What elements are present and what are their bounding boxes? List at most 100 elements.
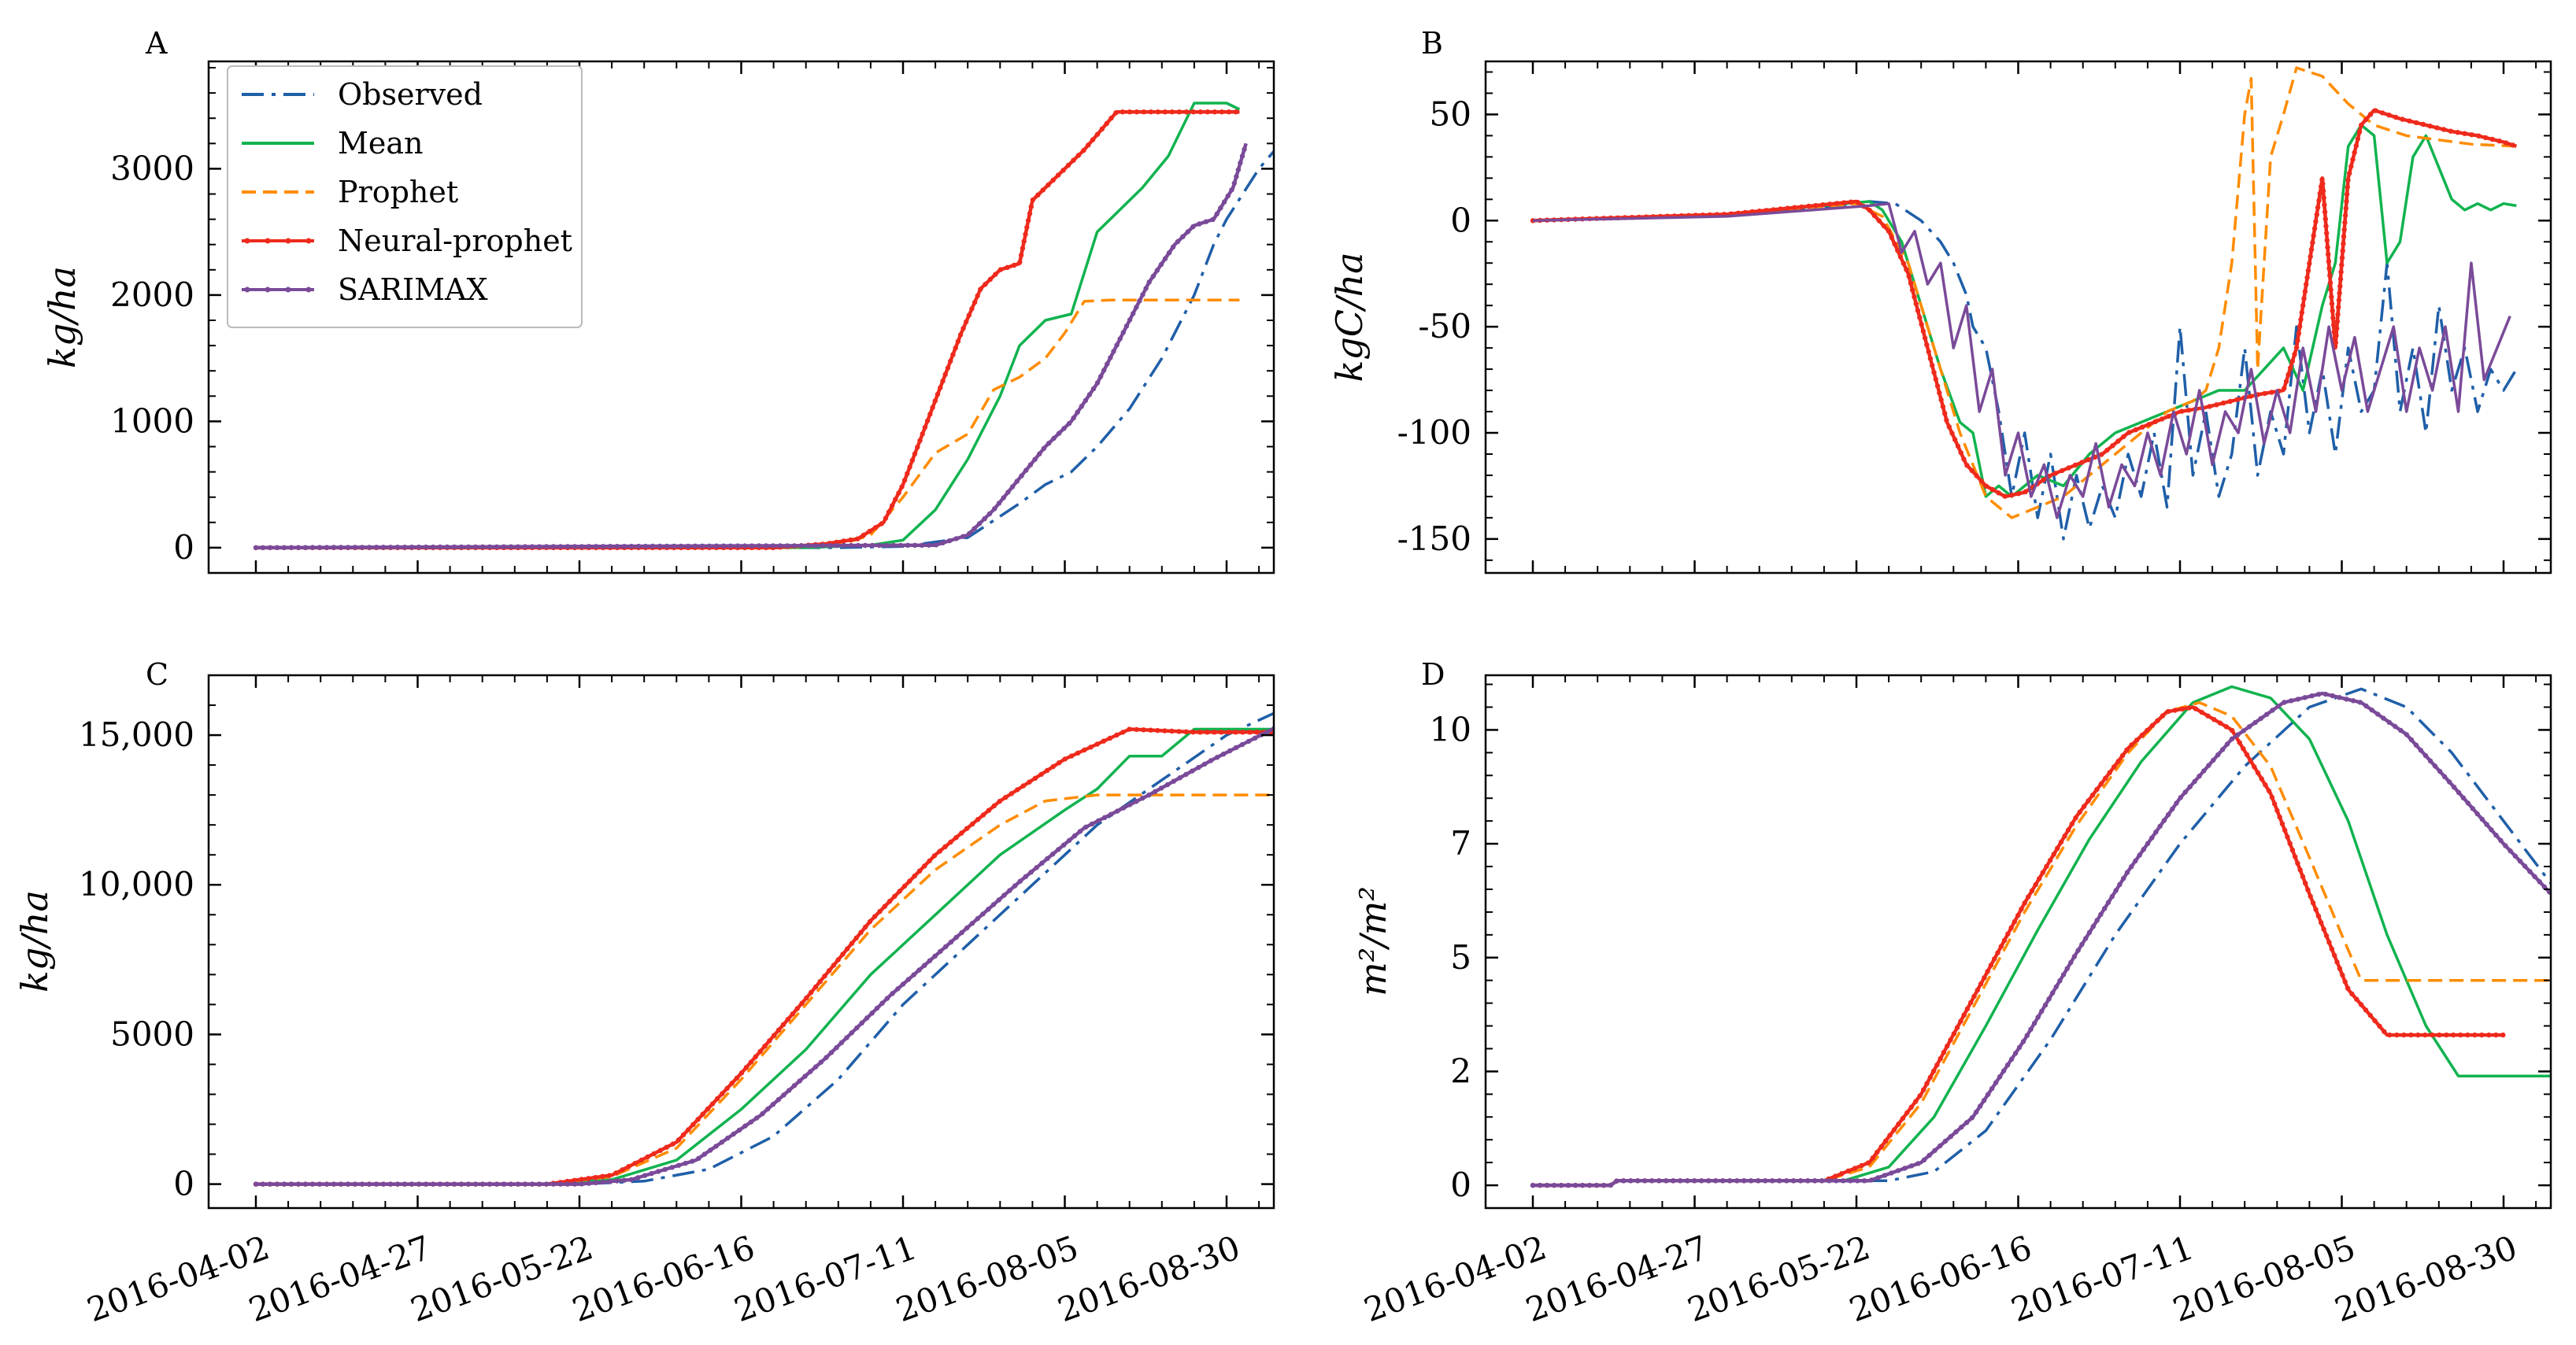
marker: [748, 1059, 753, 1065]
marker: [1908, 280, 1914, 286]
marker: [2367, 1013, 2373, 1018]
marker: [912, 542, 918, 548]
marker: [1927, 356, 1934, 361]
series-sarimax-line: [256, 726, 1274, 1186]
marker: [465, 1181, 472, 1187]
panel-C: 0500010,00015,0002016-04-022016-04-27201…: [13, 657, 1275, 1329]
marker: [2252, 719, 2258, 726]
marker: [1992, 956, 1997, 962]
marker: [626, 1164, 631, 1169]
marker: [2310, 240, 2315, 246]
marker: [2057, 978, 2063, 984]
marker: [2071, 954, 2078, 959]
marker: [1221, 199, 1227, 205]
marker: [645, 1154, 650, 1160]
marker: [1233, 109, 1239, 115]
marker: [1120, 109, 1126, 115]
marker: [1799, 204, 1804, 210]
marker: [1664, 1178, 1669, 1184]
marker: [765, 1106, 771, 1112]
marker: [2289, 358, 2296, 364]
marker: [1749, 1178, 1754, 1184]
marker: [2328, 286, 2334, 293]
marker: [858, 929, 864, 936]
marker: [890, 542, 897, 549]
y-tick-label: 10: [1430, 710, 1471, 748]
panel-B: -150 -100 -50 0 50 kgC/ha B: [1328, 26, 2552, 575]
marker: [997, 267, 1004, 272]
marker: [394, 1181, 401, 1187]
marker: [922, 863, 927, 869]
marker: [2192, 778, 2197, 785]
marker: [387, 545, 394, 550]
marker: [1544, 1182, 1550, 1188]
marker: [1812, 1178, 1818, 1184]
marker: [2174, 800, 2179, 806]
marker: [479, 544, 486, 549]
marker: [2152, 419, 2158, 424]
marker: [2075, 948, 2081, 953]
marker: [2179, 706, 2185, 712]
marker: [416, 1181, 422, 1187]
marker: [757, 1048, 763, 1055]
marker: [1565, 1182, 1571, 1188]
marker: [2344, 697, 2349, 702]
marker: [897, 889, 902, 894]
marker: [1891, 1127, 1897, 1133]
marker: [915, 445, 920, 450]
marker: [508, 544, 514, 549]
marker: [1942, 1138, 1949, 1144]
y-tick-label: 0: [173, 528, 194, 567]
marker: [451, 1181, 457, 1187]
marker: [2315, 913, 2322, 919]
marker: [1086, 392, 1093, 397]
marker: [281, 1181, 287, 1187]
legend-label: Mean: [338, 126, 424, 161]
marker: [2149, 722, 2156, 728]
marker: [2337, 695, 2342, 700]
y-tick-label: 50: [1430, 94, 1471, 133]
marker: [536, 1181, 542, 1187]
marker: [1056, 430, 1062, 436]
marker: [2313, 219, 2319, 224]
marker: [1955, 443, 1961, 449]
marker: [2314, 212, 2319, 217]
marker: [2470, 806, 2475, 811]
marker: [2211, 757, 2216, 763]
marker: [1148, 109, 1154, 115]
marker: [895, 986, 901, 992]
marker: [935, 391, 941, 397]
marker: [1805, 1178, 1811, 1184]
marker: [791, 543, 798, 549]
marker: [1530, 1182, 1536, 1188]
marker: [557, 544, 564, 549]
marker: [827, 968, 832, 974]
marker: [1175, 238, 1181, 245]
marker: [536, 544, 542, 549]
marker: [2344, 198, 2349, 205]
marker: [1834, 201, 1840, 206]
marker: [2205, 713, 2211, 719]
marker: [1586, 1182, 1593, 1188]
marker: [2430, 1032, 2435, 1038]
marker: [2263, 782, 2268, 788]
marker: [964, 925, 970, 931]
marker: [1904, 267, 1909, 272]
marker: [1848, 199, 1854, 205]
marker: [2015, 912, 2021, 918]
marker: [2489, 827, 2494, 833]
marker: [437, 1181, 443, 1187]
marker: [2005, 931, 2011, 937]
marker: [2414, 120, 2419, 126]
marker: [2448, 128, 2454, 134]
series-observed-line: [1533, 687, 2551, 1187]
x-tick-label: 2016-08-05: [891, 1228, 1083, 1329]
marker: [1621, 1178, 1627, 1184]
marker: [649, 1170, 654, 1177]
marker: [416, 544, 422, 550]
marker: [465, 544, 472, 550]
marker: [2050, 990, 2056, 996]
marker: [2305, 887, 2311, 892]
marker: [1032, 456, 1038, 462]
legend-label: Prophet: [338, 175, 458, 209]
